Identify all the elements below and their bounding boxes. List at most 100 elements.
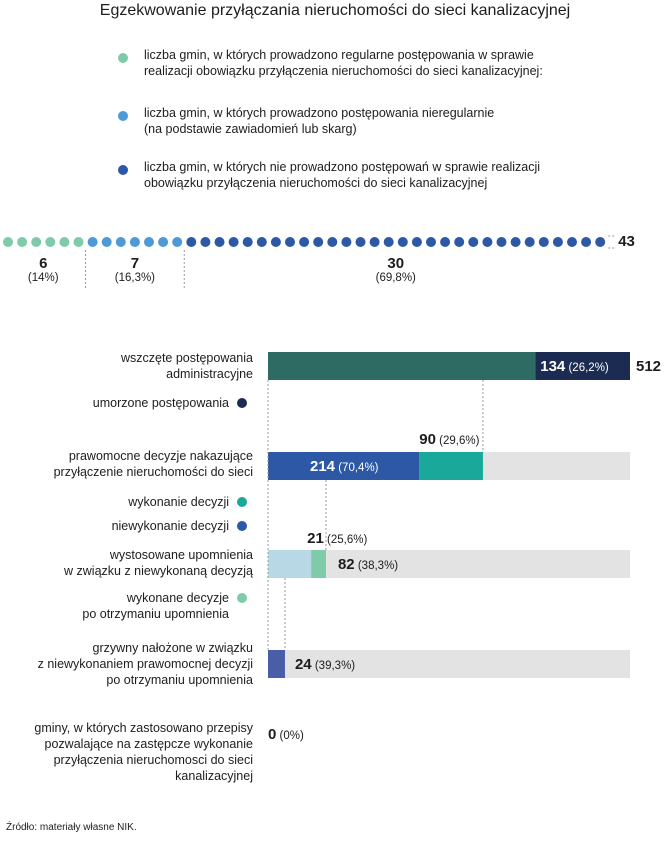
sub-label-dot (237, 593, 247, 603)
dot-group-1 (59, 237, 70, 247)
dot-group-3 (552, 237, 563, 247)
value-number: 90 (419, 431, 436, 448)
sub-label-4: wykonane decyzje po otrzymaniu upomnienia (0, 590, 247, 622)
bar-row-label-2: prawomocne decyzje nakazujące przyłączen… (53, 449, 253, 479)
dot-group-2 (115, 237, 126, 247)
dot-group-3 (369, 237, 380, 247)
value-number: 0 (268, 726, 277, 743)
dot-group-3 (411, 237, 422, 247)
sub-label-text: po otrzymaniu upomnienia (82, 607, 229, 621)
value-percent: (70,4%) (335, 462, 379, 474)
dot-group-2 (172, 237, 183, 247)
dot-group-1 (45, 237, 56, 247)
dot-group-value: 30 (387, 255, 405, 272)
dot-group-3 (200, 237, 211, 247)
dot-group-1 (73, 237, 84, 247)
dot-group-percent: (16,3%) (114, 272, 156, 284)
value-percent: (25,6%) (323, 534, 368, 546)
dot-group-3 (214, 237, 225, 247)
dot-group-1 (31, 237, 42, 247)
dot-group-percent: (69,8%) (375, 272, 416, 284)
value-number: 82 (337, 556, 355, 573)
legend-text-none: liczba gmin, w których nie prowadzono po… (144, 160, 541, 190)
dot-group-3 (299, 237, 310, 247)
value-number: 512 (636, 358, 662, 375)
dot-group-3 (468, 237, 479, 247)
dot-group-3 (538, 237, 549, 247)
dot-group-3 (581, 237, 592, 247)
sub-label-line: wykonane decyzje (0, 590, 247, 606)
bar-track-4 (268, 650, 630, 678)
dot-group-3 (510, 237, 521, 247)
dot-group-3 (355, 237, 366, 247)
dot-group-2 (101, 237, 112, 247)
value-percent: (29,6%) (435, 435, 480, 447)
dot-group-3 (285, 237, 295, 247)
dot-group-1 (3, 237, 13, 247)
dot-group-3 (313, 237, 324, 247)
dot-group-2 (144, 237, 154, 247)
value-percent: (0%) (276, 730, 304, 742)
dot-group-3 (186, 237, 197, 247)
legend-dot-regular (118, 53, 128, 63)
bar-value-dismissed: 134 (26,2%) (540, 358, 609, 376)
dot-group-3 (341, 237, 352, 247)
bar-segment-3-1 (268, 550, 312, 578)
dot-total-label: 43 (618, 233, 635, 250)
bar-segment-3-2 (311, 550, 326, 578)
dot-total-number: 43 (618, 233, 635, 250)
bar-segment-2-1 (268, 452, 420, 480)
sub-label-text: niewykonanie decyzji (111, 519, 229, 533)
sub-label-line: umorzone postępowania (0, 395, 247, 411)
value-number: 214 (310, 458, 336, 475)
bar-segment-4-1 (268, 650, 285, 678)
dot-group-value: 7 (130, 255, 140, 272)
dot-group-3 (256, 237, 267, 247)
value-percent: (38,3%) (354, 560, 399, 572)
dot-group-3 (270, 237, 281, 247)
bar-value-executed-after-reminder: 21 (25,6%) (307, 530, 367, 548)
legend-text-irregular: liczba gmin, w których prowadzono postęp… (144, 106, 495, 136)
bar-value-substitute: 0 (0%) (268, 726, 304, 744)
bar-total-initiated: 512 (636, 358, 661, 376)
dot-group-3 (440, 237, 451, 247)
chart-title: Egzekwowanie przyłączania nieruchomości … (99, 2, 571, 19)
dot-group-3 (567, 237, 577, 247)
dot-group-3 (595, 237, 606, 247)
dot-group-label-1: 6 (14%) (3, 255, 83, 284)
value-number: 134 (540, 358, 566, 375)
bar-row-label-1: wszczęte postępowania administracyjne (120, 351, 253, 381)
sub-label-line: po otrzymaniu upomnienia (0, 606, 247, 622)
bar-segment-1-2 (535, 352, 630, 380)
source-note: Źródło: materiały własne NIK. (6, 822, 137, 833)
sub-label-text: wykonanie decyzji (128, 495, 229, 509)
bar-value-not-executed: 214 (70,4%) (310, 458, 379, 476)
bar-value-fines: 24 (39,3%) (295, 656, 355, 674)
bar-row-label-5: gminy, w których zastosowano przepisy po… (34, 721, 253, 783)
dot-group-3 (228, 237, 239, 247)
sub-label-2: wykonanie decyzji (0, 494, 247, 510)
bar-track-3 (268, 550, 630, 578)
dot-group-2 (158, 237, 169, 247)
value-percent: (39,3%) (311, 660, 356, 672)
value-number: 21 (307, 530, 324, 547)
sub-label-dot (237, 497, 247, 507)
dot-group-3 (454, 237, 465, 247)
bar-row-label-4: grzywny nałożone w związku z niewykonani… (37, 641, 253, 687)
legend-dot-none (118, 165, 128, 175)
sub-label-text: umorzone postępowania (92, 396, 229, 410)
legend-text-regular: liczba gmin, w których prowadzono regula… (144, 48, 543, 78)
dot-group-3 (242, 237, 253, 247)
sub-label-line: wykonanie decyzji (0, 494, 247, 510)
bar-segment-1-1 (268, 352, 536, 380)
sub-label-dot (237, 521, 247, 531)
dot-group-3 (524, 237, 535, 247)
dot-total-bracket (608, 235, 617, 249)
sub-label-dot (237, 398, 247, 408)
value-number: 24 (294, 656, 312, 673)
dot-group-value: 6 (39, 255, 48, 272)
dot-group-label-3: 30 (69,8%) (356, 255, 436, 284)
dot-group-label-2: 7 (16,3%) (95, 255, 175, 284)
bar-value-executed: 90 (29,6%) (419, 431, 479, 449)
